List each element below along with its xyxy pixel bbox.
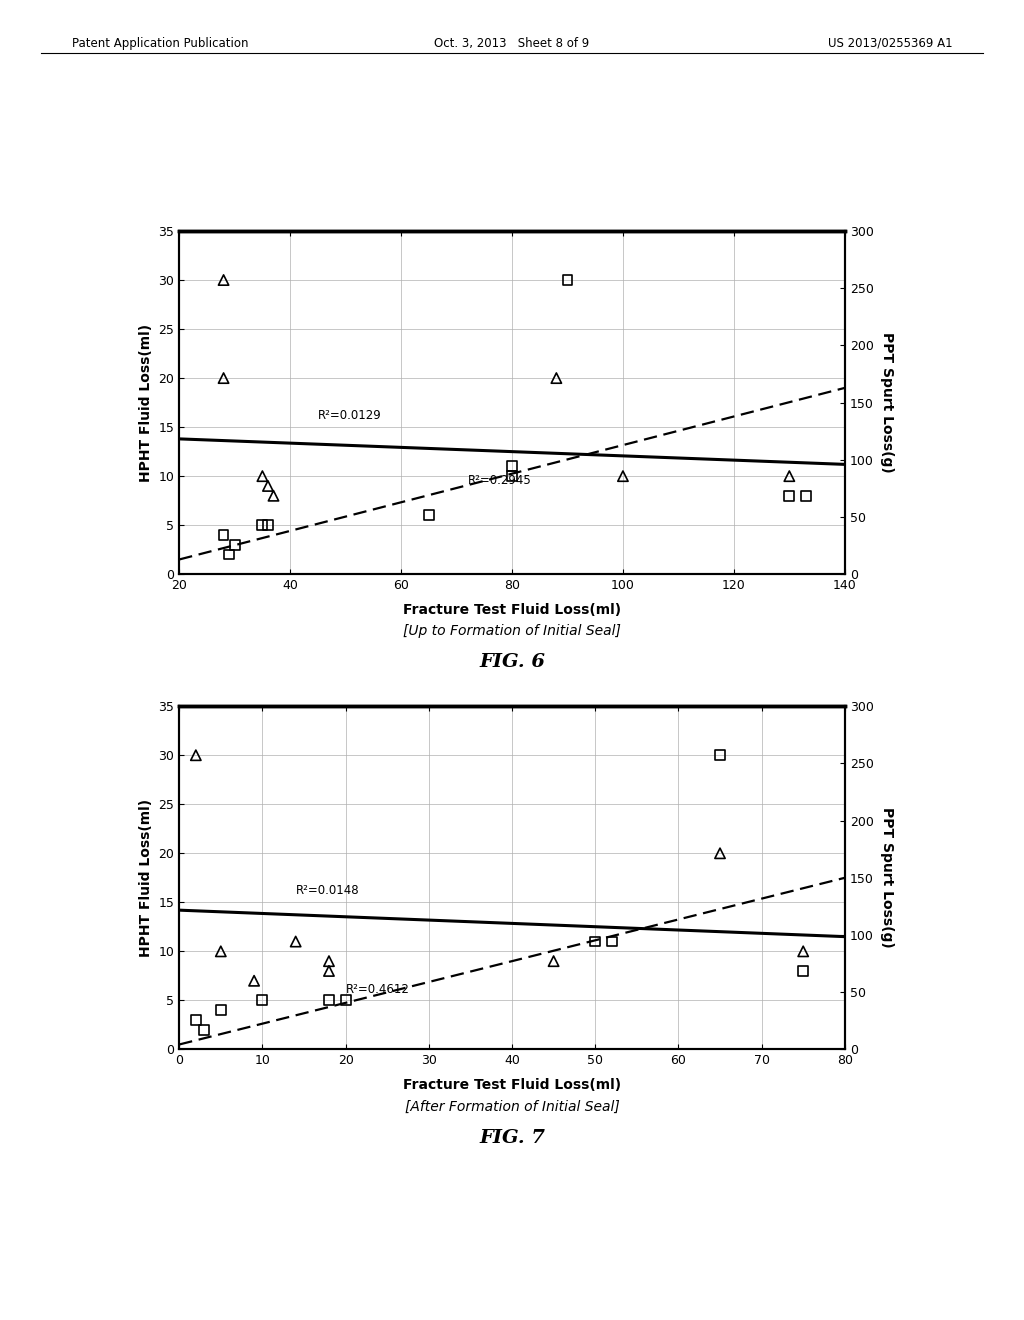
- Text: Patent Application Publication: Patent Application Publication: [72, 37, 248, 50]
- Point: [196, 1019, 212, 1040]
- Y-axis label: HPHT Fluid Loss(ml): HPHT Fluid Loss(ml): [139, 323, 153, 482]
- Point: [265, 486, 282, 507]
- Point: [254, 990, 270, 1011]
- Point: [321, 990, 337, 1011]
- Point: [614, 466, 631, 487]
- Point: [321, 950, 337, 972]
- Y-axis label: PPT Spurt Loss(g): PPT Spurt Loss(g): [881, 808, 894, 948]
- Point: [798, 486, 814, 507]
- Text: Fracture Test Fluid Loss(ml): Fracture Test Fluid Loss(ml): [402, 603, 622, 618]
- Text: [Up to Formation of Initial Seal]: [Up to Formation of Initial Seal]: [403, 624, 621, 639]
- Point: [603, 931, 620, 952]
- Text: FIG. 7: FIG. 7: [479, 1129, 545, 1147]
- Point: [260, 515, 276, 536]
- Y-axis label: PPT Spurt Loss(g): PPT Spurt Loss(g): [881, 333, 894, 473]
- Point: [421, 504, 437, 525]
- Point: [504, 466, 520, 487]
- Point: [781, 466, 798, 487]
- Point: [504, 455, 520, 477]
- Text: US 2013/0255369 A1: US 2013/0255369 A1: [827, 37, 952, 50]
- Y-axis label: HPHT Fluid Loss(ml): HPHT Fluid Loss(ml): [139, 799, 153, 957]
- Text: R²=0.4612: R²=0.4612: [345, 982, 410, 995]
- Point: [337, 990, 354, 1011]
- Text: R²=0.0129: R²=0.0129: [317, 409, 382, 422]
- Point: [226, 535, 243, 556]
- Point: [795, 961, 811, 982]
- Point: [260, 475, 276, 496]
- Point: [213, 941, 229, 962]
- Point: [712, 842, 728, 863]
- Point: [246, 970, 262, 991]
- Point: [187, 744, 204, 766]
- Text: R²=0.0148: R²=0.0148: [296, 884, 359, 898]
- Point: [795, 941, 811, 962]
- Point: [587, 931, 603, 952]
- Text: R²=0.2945: R²=0.2945: [468, 474, 531, 487]
- Text: Oct. 3, 2013   Sheet 8 of 9: Oct. 3, 2013 Sheet 8 of 9: [434, 37, 590, 50]
- Text: [After Formation of Initial Seal]: [After Formation of Initial Seal]: [404, 1100, 620, 1114]
- Point: [548, 367, 564, 388]
- Text: FIG. 6: FIG. 6: [479, 653, 545, 672]
- Point: [288, 931, 304, 952]
- Point: [221, 544, 238, 565]
- Point: [215, 269, 231, 290]
- Point: [215, 367, 231, 388]
- Point: [712, 744, 728, 766]
- Point: [546, 950, 562, 972]
- Point: [781, 486, 798, 507]
- Text: Fracture Test Fluid Loss(ml): Fracture Test Fluid Loss(ml): [402, 1078, 622, 1093]
- Point: [215, 524, 231, 545]
- Point: [213, 999, 229, 1020]
- Point: [187, 1010, 204, 1031]
- Point: [254, 515, 270, 536]
- Point: [254, 466, 270, 487]
- Point: [321, 961, 337, 982]
- Point: [559, 269, 575, 290]
